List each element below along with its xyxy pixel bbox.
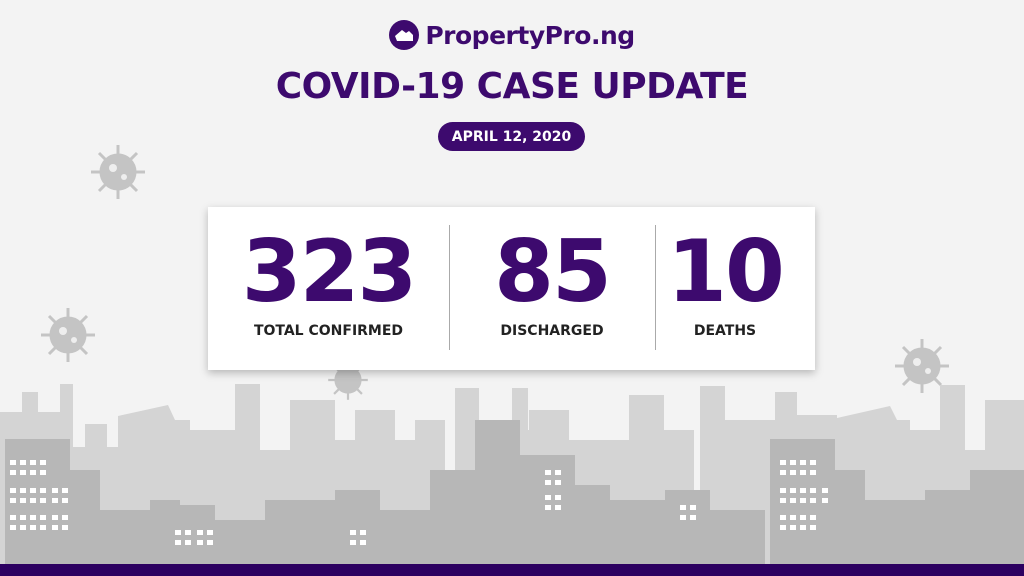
virus-icon xyxy=(41,308,95,362)
house-logo-icon xyxy=(389,20,420,50)
virus-icon xyxy=(91,145,145,199)
stat-label: DISCHARGED xyxy=(500,323,604,339)
stat-total-confirmed: 323 TOTAL CONFIRMED xyxy=(208,207,449,370)
date-badge: APRIL 12, 2020 xyxy=(438,122,585,151)
divider xyxy=(655,225,656,350)
stat-discharged: 85 DISCHARGED xyxy=(449,207,655,370)
stat-deaths: 10 DEATHS xyxy=(655,207,795,370)
stat-value: 323 xyxy=(241,222,418,322)
stat-label: TOTAL CONFIRMED xyxy=(253,323,404,339)
footer-bar xyxy=(0,564,1024,576)
stat-value: 85 xyxy=(494,222,612,322)
brand-logo: PropertyPro.ng xyxy=(0,20,1024,50)
divider xyxy=(449,225,450,350)
stat-label: DEATHS xyxy=(693,323,757,339)
stat-value: 10 xyxy=(667,222,785,322)
city-skyline-illustration xyxy=(0,384,1024,570)
virus-icon xyxy=(895,339,949,393)
page-title: COVID-19 CASE UPDATE xyxy=(275,66,749,107)
stats-card: 323 TOTAL CONFIRMED 85 DISCHARGED 10 DEA… xyxy=(208,207,815,370)
brand-name: PropertyPro.ng xyxy=(425,20,635,50)
